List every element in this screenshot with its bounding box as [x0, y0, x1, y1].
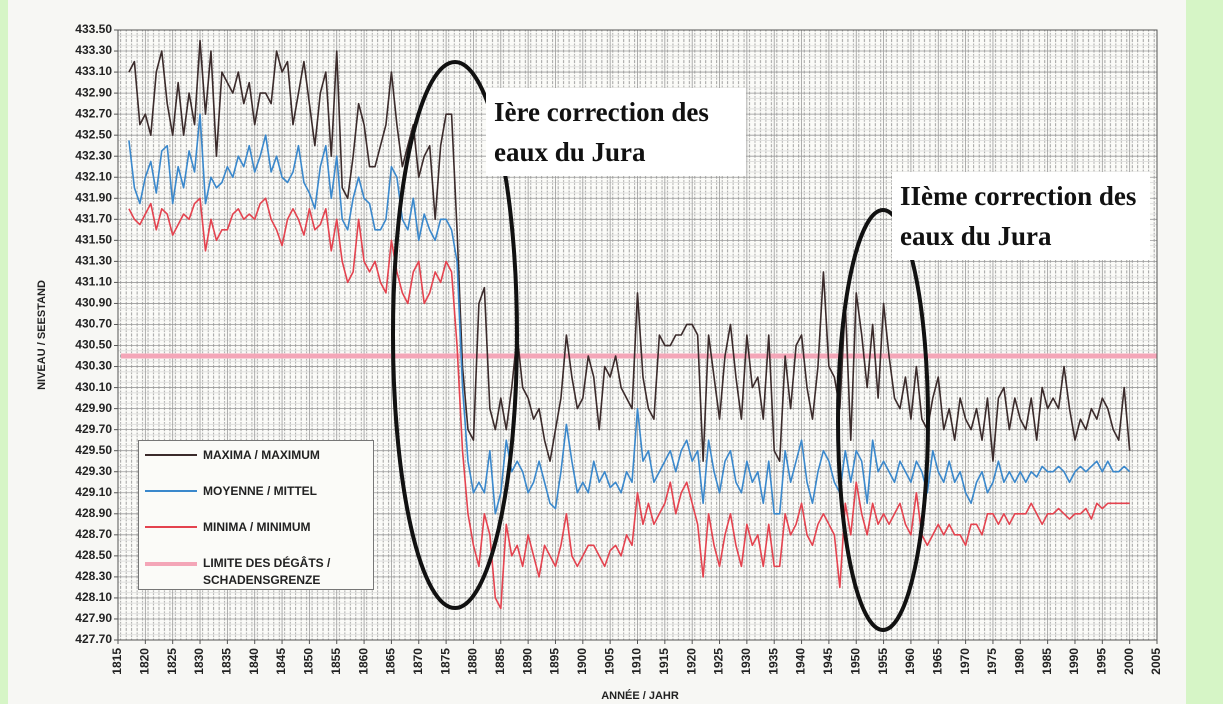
y-tick-label: 430.30: [75, 359, 112, 373]
x-tick-label: 1900: [575, 648, 589, 675]
series-line: [128, 39, 1131, 463]
series-line: [128, 113, 1131, 515]
y-tick-label: 430.50: [75, 338, 112, 352]
legend: MAXIMA / MAXIMUM MOYENNE / MITTEL MINIMA /…: [138, 440, 374, 590]
legend-label: LIMITE DES DÉGÂTS / SCHADENSGRENZE: [203, 556, 331, 587]
x-tick-label: 1860: [356, 648, 370, 675]
x-tick-label: 1960: [903, 648, 917, 675]
legend-item: MAXIMA / MAXIMUM: [145, 447, 373, 464]
legend-swatch: [145, 526, 197, 528]
y-tick-label: 432.70: [75, 106, 112, 120]
x-axis-title: ANNÉE / JAHR: [601, 689, 679, 702]
y-tick-label: 433.10: [75, 64, 112, 78]
x-tick-label: 1990: [1067, 648, 1081, 675]
x-tick-label: 1975: [985, 648, 999, 675]
y-tick-label: 428.90: [75, 506, 112, 520]
legend-item: LIMITE DES DÉGÂTS / SCHADENSGRENZE: [145, 555, 373, 589]
x-tick-label: 1980: [1012, 648, 1026, 675]
x-tick-label: 1930: [739, 648, 753, 675]
x-tick-label: 1920: [684, 648, 698, 675]
y-tick-label: 429.70: [75, 422, 112, 436]
y-tick-label: 428.50: [75, 548, 112, 562]
x-tick-label: 1835: [220, 648, 234, 675]
series-line: [128, 197, 1130, 610]
y-tick-label: 432.30: [75, 148, 112, 162]
x-tick-label: 1840: [247, 648, 261, 675]
x-tick-label: 1880: [466, 648, 480, 675]
legend-label: MINIMA / MINIMUM: [203, 520, 311, 534]
y-tick-label: 429.90: [75, 401, 112, 415]
x-tick-label: 1970: [958, 648, 972, 675]
x-tick-label: 1935: [766, 648, 780, 675]
y-tick-label: 431.50: [75, 233, 112, 247]
y-tick-label: 429.50: [75, 443, 112, 457]
x-tick-label: 1850: [302, 648, 316, 675]
y-tick-label: 428.30: [75, 569, 112, 583]
x-tick-label: 1915: [657, 648, 671, 675]
x-tick-label: 1855: [329, 648, 343, 675]
legend-label: MOYENNE / MITTEL: [203, 484, 317, 498]
x-tick-label: 1890: [520, 648, 534, 675]
ellipse-second-correction: [836, 208, 930, 632]
y-tick-label: 427.70: [75, 632, 112, 646]
x-tick-label: 1820: [138, 648, 152, 675]
annotation: Ière correction des eaux du Jura: [486, 88, 746, 176]
x-tick-label: 1965: [930, 648, 944, 675]
legend-item: MINIMA / MINIMUM: [145, 519, 373, 536]
y-tick-label: 430.70: [75, 317, 112, 331]
legend-swatch: [145, 454, 197, 456]
x-tick-label: 1815: [110, 648, 124, 675]
x-tick-label: 1940: [794, 648, 808, 675]
x-tick-label: 1910: [630, 648, 644, 675]
x-tick-label: 1985: [1040, 648, 1054, 675]
ellipse-first-correction: [391, 60, 519, 610]
x-tick-label: 1830: [192, 648, 206, 675]
x-tick-label: 1875: [438, 648, 452, 675]
y-tick-label: 431.70: [75, 211, 112, 225]
x-tick-label: 1865: [384, 648, 398, 675]
x-tick-label: 1885: [493, 648, 507, 675]
x-tick-label: 1895: [548, 648, 562, 675]
x-tick-label: 1845: [274, 648, 288, 675]
x-tick-label: 1905: [602, 648, 616, 675]
y-tick-label: 428.70: [75, 527, 112, 541]
legend-swatch: [145, 490, 197, 492]
legend-swatch: [145, 562, 197, 566]
y-axis-title: NIVEAU / SEESTAND: [36, 280, 48, 390]
x-tick-label: 2005: [1149, 648, 1163, 675]
x-tick-label: 1825: [165, 648, 179, 675]
y-tick-label: 432.50: [75, 127, 112, 141]
x-tick-label: 1945: [821, 648, 835, 675]
y-tick-label: 429.30: [75, 464, 112, 478]
x-tick-label: 2000: [1122, 648, 1136, 675]
y-tick-label: 432.10: [75, 169, 112, 183]
legend-item: MOYENNE / MITTEL: [145, 483, 373, 500]
y-tick-label: 427.90: [75, 611, 112, 625]
y-tick-label: 431.30: [75, 254, 112, 268]
x-tick-label: 1870: [411, 648, 425, 675]
x-tick-label: 1995: [1094, 648, 1108, 675]
x-tick-label: 1955: [876, 648, 890, 675]
y-tick-label: 431.90: [75, 190, 112, 204]
x-tick-label: 1950: [848, 648, 862, 675]
y-tick-label: 432.90: [75, 85, 112, 99]
y-tick-label: 428.10: [75, 590, 112, 604]
x-tick-label: 1925: [712, 648, 726, 675]
y-tick-label: 429.10: [75, 485, 112, 499]
annotation: IIème correction des eaux du Jura: [892, 172, 1150, 260]
y-tick-label: 433.30: [75, 43, 112, 57]
legend-label: MAXIMA / MAXIMUM: [203, 448, 320, 462]
y-tick-label: 430.90: [75, 296, 112, 310]
y-tick-label: 430.10: [75, 380, 112, 394]
y-tick-label: 431.10: [75, 275, 112, 289]
y-tick-label: 433.50: [75, 22, 112, 36]
